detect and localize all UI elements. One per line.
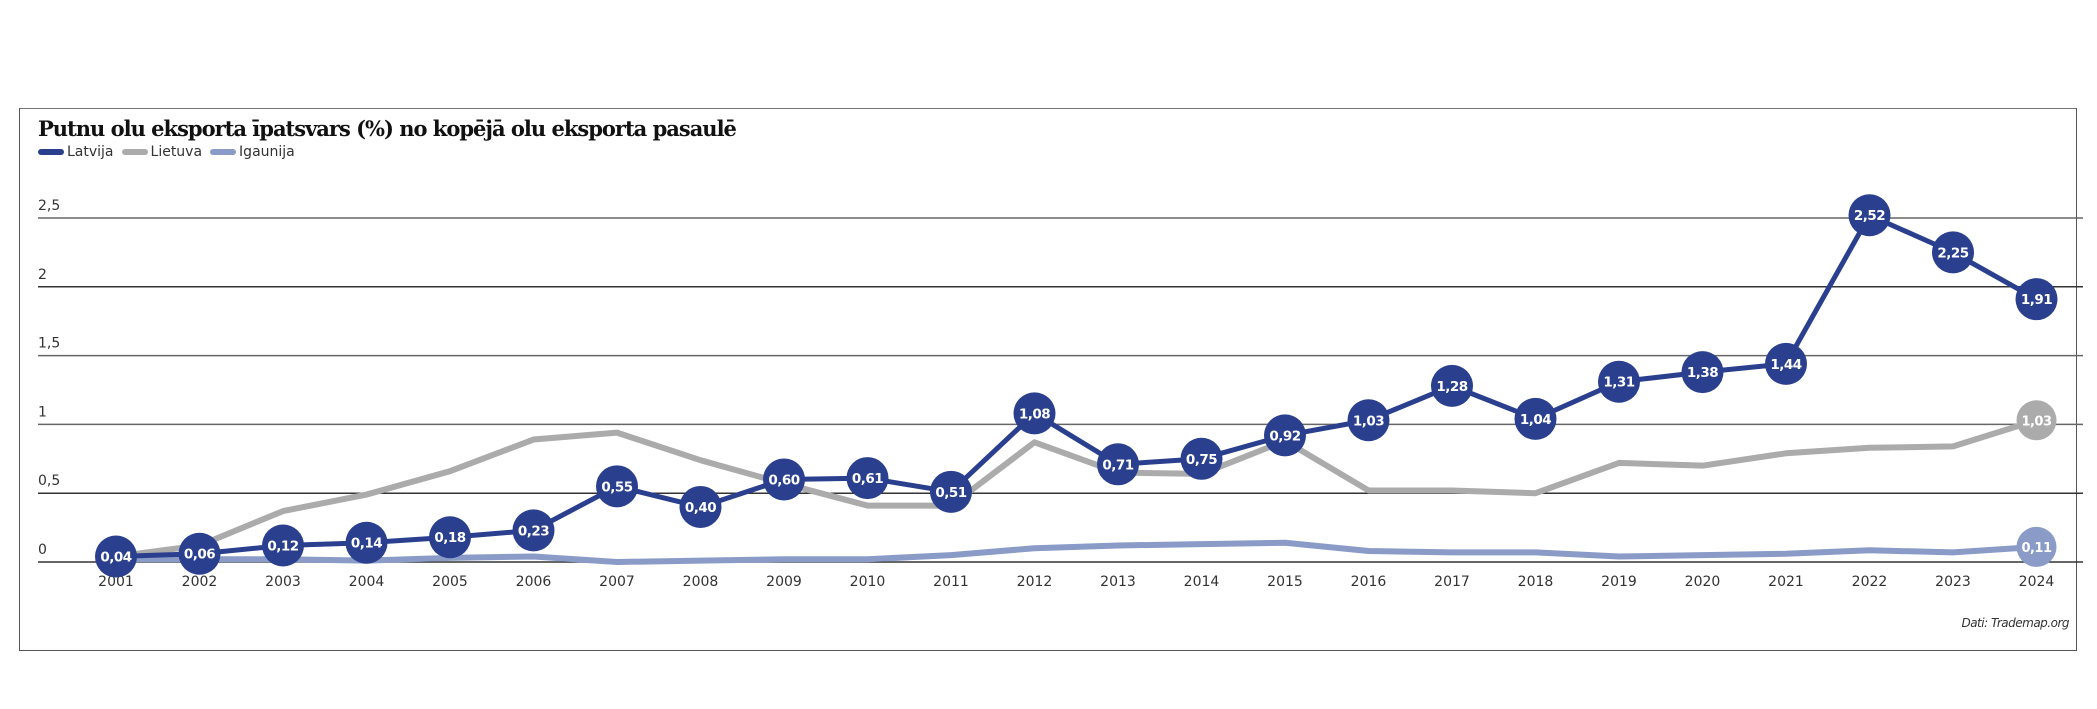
source-note: Dati: Trademap.org — [1961, 616, 2069, 630]
legend-item-igaunija: Igaunija — [210, 144, 295, 160]
data-label-latvija: 1,38 — [1687, 365, 1718, 381]
data-label-latvija: 1,28 — [1436, 379, 1467, 395]
data-point-latvija — [1097, 443, 1139, 486]
legend-label-latvija: Latvija — [67, 144, 114, 160]
x-tick-label: 2015 — [1267, 574, 1303, 590]
data-point-latvija — [1765, 342, 1807, 385]
data-point-latvija — [1013, 392, 1056, 435]
data-label-latvija: 0,04 — [100, 549, 131, 565]
data-label-latvija: 0,12 — [267, 538, 298, 554]
x-tick-label: 2014 — [1184, 574, 1220, 590]
legend-swatch-latvija — [38, 149, 64, 155]
x-tick-label: 2004 — [349, 574, 385, 590]
data-point-latvija — [763, 458, 805, 501]
data-label-latvija: 0,71 — [1102, 457, 1133, 473]
y-tick-label: 2,5 — [38, 198, 60, 214]
x-tick-label: 2010 — [850, 574, 886, 590]
x-tick-label: 2005 — [432, 574, 468, 590]
data-point-latvija — [262, 524, 304, 567]
x-tick-label: 2019 — [1601, 574, 1637, 590]
data-label-latvija: 1,91 — [2021, 292, 2052, 308]
data-point-latvija — [345, 521, 388, 564]
data-label-latvija: 0,40 — [685, 500, 716, 516]
chart-frame — [19, 108, 2077, 651]
legend-item-lietuva: Lietuva — [121, 144, 203, 160]
y-tick-label: 1,5 — [38, 336, 60, 352]
x-tick-label: 2024 — [2019, 574, 2055, 590]
data-point-latvija — [1264, 414, 1306, 457]
data-point-latvija — [512, 509, 555, 552]
data-point-latvija — [178, 532, 221, 575]
x-tick-label: 2016 — [1351, 574, 1387, 590]
data-label-latvija: 2,25 — [1937, 245, 1968, 261]
data-point-igaunija — [2016, 526, 2057, 567]
series-line-igaunija — [113, 539, 2040, 565]
data-label-latvija: 2,52 — [1854, 208, 1885, 224]
data-label-latvija: 0,75 — [1186, 452, 1217, 468]
x-tick-label: 2011 — [933, 574, 969, 590]
y-tick-label: 2 — [38, 267, 47, 283]
legend-swatch-igaunija — [210, 149, 237, 155]
x-tick-label: 2003 — [265, 574, 301, 590]
x-tick-label: 2021 — [1768, 574, 1804, 590]
data-point-latvija — [1180, 437, 1223, 480]
x-tick-label: 2020 — [1685, 574, 1721, 590]
x-tick-label: 2006 — [516, 574, 552, 590]
data-point-latvija — [596, 465, 638, 508]
data-point-lietuva — [2016, 400, 2057, 441]
data-label-latvija: 0,06 — [184, 547, 215, 563]
series-line-latvija — [113, 212, 2039, 559]
legend-item-latvija: Latvija — [38, 144, 114, 160]
legend-label-igaunija: Igaunija — [239, 144, 295, 160]
data-point-latvija — [95, 535, 137, 578]
data-point-latvija — [679, 485, 722, 528]
data-point-latvija — [429, 516, 471, 559]
y-tick-label: 1 — [38, 404, 47, 420]
legend-label-lietuva: Lietuva — [150, 144, 203, 160]
data-label-latvija: 1,04 — [1520, 412, 1551, 428]
data-point-latvija — [846, 457, 889, 500]
data-point-latvija — [930, 470, 972, 513]
data-label-latvija: 1,03 — [1353, 413, 1384, 429]
data-point-latvija — [1681, 351, 1724, 394]
data-point-latvija — [1848, 194, 1891, 237]
series-line-lietuva — [113, 417, 2040, 560]
data-point-latvija — [2015, 278, 2058, 321]
legend: Latvija Lietuva Igaunija — [38, 144, 303, 160]
data-label-lietuva: 1,03 — [2021, 414, 2052, 429]
data-label-latvija: 1,08 — [1019, 406, 1050, 422]
data-point-latvija — [1598, 360, 1640, 403]
x-tick-label: 2018 — [1518, 574, 1554, 590]
data-label-latvija: 0,55 — [601, 479, 632, 495]
data-label-latvija: 0,61 — [852, 471, 883, 487]
data-label-latvija: 0,23 — [518, 523, 549, 539]
data-label-latvija: 0,92 — [1269, 428, 1300, 444]
y-tick-label: 0 — [38, 542, 47, 558]
data-point-latvija — [1932, 231, 1974, 274]
chart-title: Putnu olu eksporta īpatsvars (%) no kopē… — [38, 116, 737, 141]
data-point-latvija — [1514, 397, 1557, 440]
x-tick-label: 2012 — [1017, 574, 1053, 590]
x-tick-label: 2017 — [1434, 574, 1470, 590]
data-label-latvija: 0,18 — [434, 530, 465, 546]
x-tick-label: 2013 — [1100, 574, 1136, 590]
data-label-latvija: 1,44 — [1770, 357, 1801, 373]
x-tick-label: 2023 — [1935, 574, 1971, 590]
data-label-latvija: 0,51 — [935, 485, 966, 501]
legend-swatch-lietuva — [121, 149, 148, 155]
data-label-latvija: 0,14 — [351, 536, 382, 552]
y-tick-label: 0,5 — [38, 473, 60, 489]
x-tick-label: 2022 — [1852, 574, 1888, 590]
x-tick-label: 2007 — [599, 574, 635, 590]
data-label-latvija: 1,31 — [1603, 375, 1634, 391]
x-tick-label: 2008 — [683, 574, 719, 590]
x-tick-label: 2009 — [766, 574, 802, 590]
data-label-igaunija: 0,11 — [2021, 541, 2052, 556]
x-tick-label: 2002 — [182, 574, 218, 590]
x-tick-label: 2001 — [98, 574, 134, 590]
data-label-latvija: 0,60 — [768, 472, 799, 488]
data-point-latvija — [1431, 364, 1473, 407]
data-point-latvija — [1347, 399, 1390, 442]
